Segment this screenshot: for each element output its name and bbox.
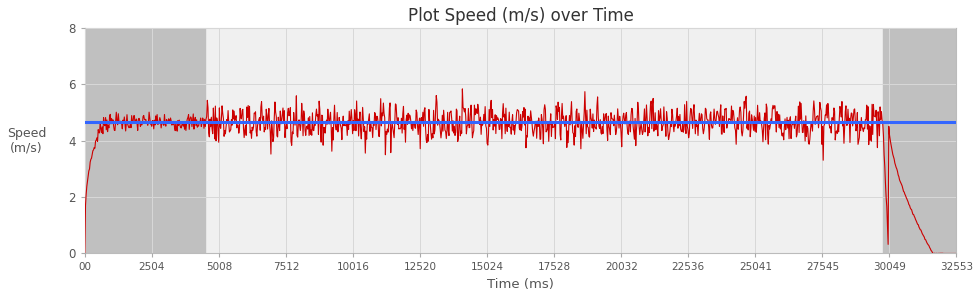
Bar <box>85 28 206 254</box>
Bar <box>883 28 956 254</box>
X-axis label: Time (ms): Time (ms) <box>487 278 554 291</box>
Y-axis label: Speed
(m/s): Speed (m/s) <box>7 127 46 155</box>
Title: Plot Speed (m/s) over Time: Plot Speed (m/s) over Time <box>408 7 634 25</box>
